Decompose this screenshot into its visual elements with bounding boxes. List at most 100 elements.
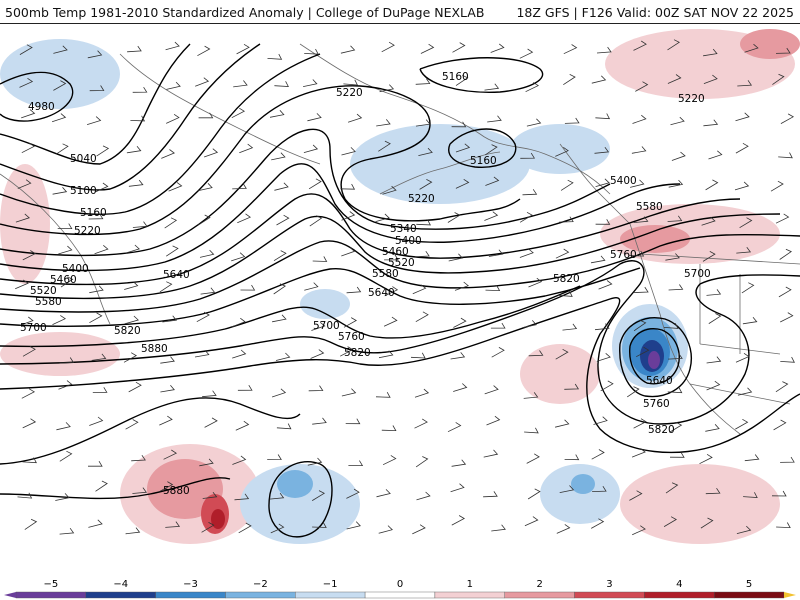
wind-barb [125, 244, 140, 254]
wind-barb [233, 80, 248, 88]
wind-barb [58, 245, 73, 255]
wind-barb [775, 381, 789, 393]
wind-barb [665, 253, 680, 261]
model-run-info: 18Z GFS | F126 Valid: 00Z SAT NOV 22 202… [516, 5, 794, 20]
wind-barb [706, 380, 721, 391]
wind-barb [159, 415, 173, 426]
contour-label: 5460 [50, 274, 77, 286]
wind-barb [375, 392, 391, 398]
wind-barb [523, 392, 539, 399]
wind-barb [631, 448, 646, 458]
wind-barb [487, 115, 502, 123]
colorbar-swatch [574, 591, 645, 599]
colorbar-swatch [295, 591, 366, 599]
wind-barb [378, 525, 393, 534]
wind-barb [454, 281, 469, 291]
wind-barb [706, 289, 722, 296]
wind-barb [128, 179, 144, 187]
wind-barb [198, 183, 213, 191]
wind-barb [563, 44, 578, 55]
wind-barb [595, 219, 611, 225]
wind-barb [635, 81, 649, 92]
coastlines [0, 43, 800, 435]
colorbar-tick-label: 0 [397, 579, 403, 590]
wind-barb [780, 113, 795, 124]
contour-label: 5220 [408, 193, 435, 205]
contour-label: 5220 [336, 87, 363, 99]
wind-barb [165, 521, 181, 528]
wind-barb [160, 385, 175, 393]
wind-barb [453, 383, 468, 392]
wind-barb [56, 422, 71, 431]
wind-barb [556, 524, 571, 534]
wind-barb [490, 43, 505, 53]
wind-barb [94, 182, 109, 193]
colorbar-tick-label: 5 [746, 579, 752, 590]
wind-barb [348, 460, 364, 467]
wind-barb [667, 387, 683, 394]
wind-barb [271, 388, 287, 398]
wind-barb [269, 492, 285, 500]
wind-barb [559, 485, 575, 493]
wind-barb [199, 249, 215, 258]
wind-barb [598, 280, 613, 290]
wind-barb [593, 416, 608, 425]
colorbar-tick-label: 4 [676, 579, 682, 590]
wind-barb [59, 527, 75, 535]
wind-barb [89, 416, 104, 426]
colorbar-swatches [4, 591, 796, 599]
wind-barb [528, 277, 543, 288]
coastline-aleutians [379, 151, 501, 195]
contour-5580-low [629, 328, 680, 385]
wind-barb [55, 493, 70, 501]
wind-barb [670, 116, 685, 126]
contour-5160-center [448, 128, 517, 168]
wind-barb [563, 74, 576, 86]
contour-label: 5400 [62, 263, 89, 275]
wind-barb [451, 515, 466, 526]
wind-barb [52, 187, 68, 195]
wind-barb [485, 285, 501, 292]
border-mexico [689, 383, 791, 405]
wind-barb [235, 420, 250, 431]
contour-label: 5100 [70, 185, 97, 197]
wind-barb [341, 388, 357, 397]
wind-barb [735, 352, 750, 363]
colorbar-swatch [225, 591, 296, 599]
wind-barb [483, 449, 499, 458]
wind-barb [416, 219, 431, 226]
wind-barb [773, 419, 787, 431]
colorbar-tick-label: −2 [253, 579, 268, 590]
wind-barb [415, 78, 431, 85]
wind-barb [202, 390, 217, 398]
wind-barb [519, 211, 533, 223]
colorbar-swatch [85, 591, 156, 599]
wind-barb [595, 113, 611, 120]
wind-barb [705, 179, 719, 191]
wind-barb [340, 45, 356, 54]
wind-barb [488, 249, 504, 257]
wind-barb [772, 73, 785, 85]
wind-barb [89, 312, 103, 324]
coastline-alaska [299, 43, 611, 195]
anomaly-map: 4980 5040 5100 5160 5160 5160 5220 5220 … [0, 24, 800, 576]
wind-barb [780, 456, 795, 463]
wind-barb [450, 483, 465, 493]
coastline-siberia [0, 173, 111, 325]
wind-barb [453, 317, 467, 328]
wind-barb [703, 74, 718, 84]
colorbar-tick-label: 2 [536, 579, 542, 590]
wind-barb [415, 456, 429, 468]
wind-barb [742, 316, 758, 325]
wind-barb [378, 350, 394, 359]
wind-barb [162, 315, 178, 323]
wind-barb [486, 415, 501, 426]
wind-barb [379, 84, 395, 93]
colorbar-tick-label: −1 [323, 579, 338, 590]
wind-barb [274, 182, 289, 191]
wind-barb [779, 248, 793, 260]
wind-barb [94, 244, 109, 255]
wind-barb [161, 149, 176, 159]
wind-barb [706, 356, 722, 364]
wind-barb [595, 178, 610, 187]
